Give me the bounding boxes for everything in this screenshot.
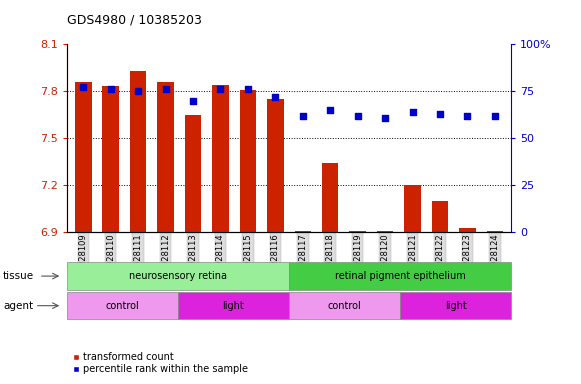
Bar xyxy=(432,201,448,232)
Point xyxy=(243,86,253,93)
Point xyxy=(271,94,280,100)
Point xyxy=(188,98,198,104)
Point xyxy=(435,111,444,117)
Bar xyxy=(157,82,174,232)
Bar xyxy=(212,85,229,232)
Legend: transformed count, percentile rank within the sample: transformed count, percentile rank withi… xyxy=(71,353,248,374)
Bar xyxy=(459,228,476,232)
Bar xyxy=(240,89,256,232)
Bar xyxy=(102,86,119,232)
Point xyxy=(298,113,307,119)
Bar xyxy=(267,99,284,232)
Point xyxy=(325,107,335,113)
Bar xyxy=(295,231,311,232)
Text: light: light xyxy=(445,301,467,311)
Point xyxy=(381,114,390,121)
Point xyxy=(216,86,225,93)
Text: control: control xyxy=(328,301,361,311)
Text: agent: agent xyxy=(3,301,33,311)
Bar xyxy=(377,231,393,232)
Text: control: control xyxy=(106,301,139,311)
Text: light: light xyxy=(223,301,245,311)
Bar xyxy=(130,71,146,232)
Point xyxy=(161,86,170,93)
Text: retinal pigment epithelium: retinal pigment epithelium xyxy=(335,271,465,281)
Text: GDS4980 / 10385203: GDS4980 / 10385203 xyxy=(67,14,202,27)
Text: tissue: tissue xyxy=(3,271,34,281)
Point xyxy=(353,113,363,119)
Bar xyxy=(185,115,201,232)
Point xyxy=(134,88,143,94)
Bar xyxy=(349,231,366,232)
Bar xyxy=(404,185,421,232)
Point xyxy=(106,86,116,93)
Point xyxy=(78,84,88,91)
Point xyxy=(408,109,417,115)
Bar xyxy=(322,163,338,232)
Point xyxy=(490,113,500,119)
Text: neurosensory retina: neurosensory retina xyxy=(129,271,227,281)
Bar xyxy=(487,231,503,232)
Point xyxy=(462,113,472,119)
Bar xyxy=(75,82,92,232)
